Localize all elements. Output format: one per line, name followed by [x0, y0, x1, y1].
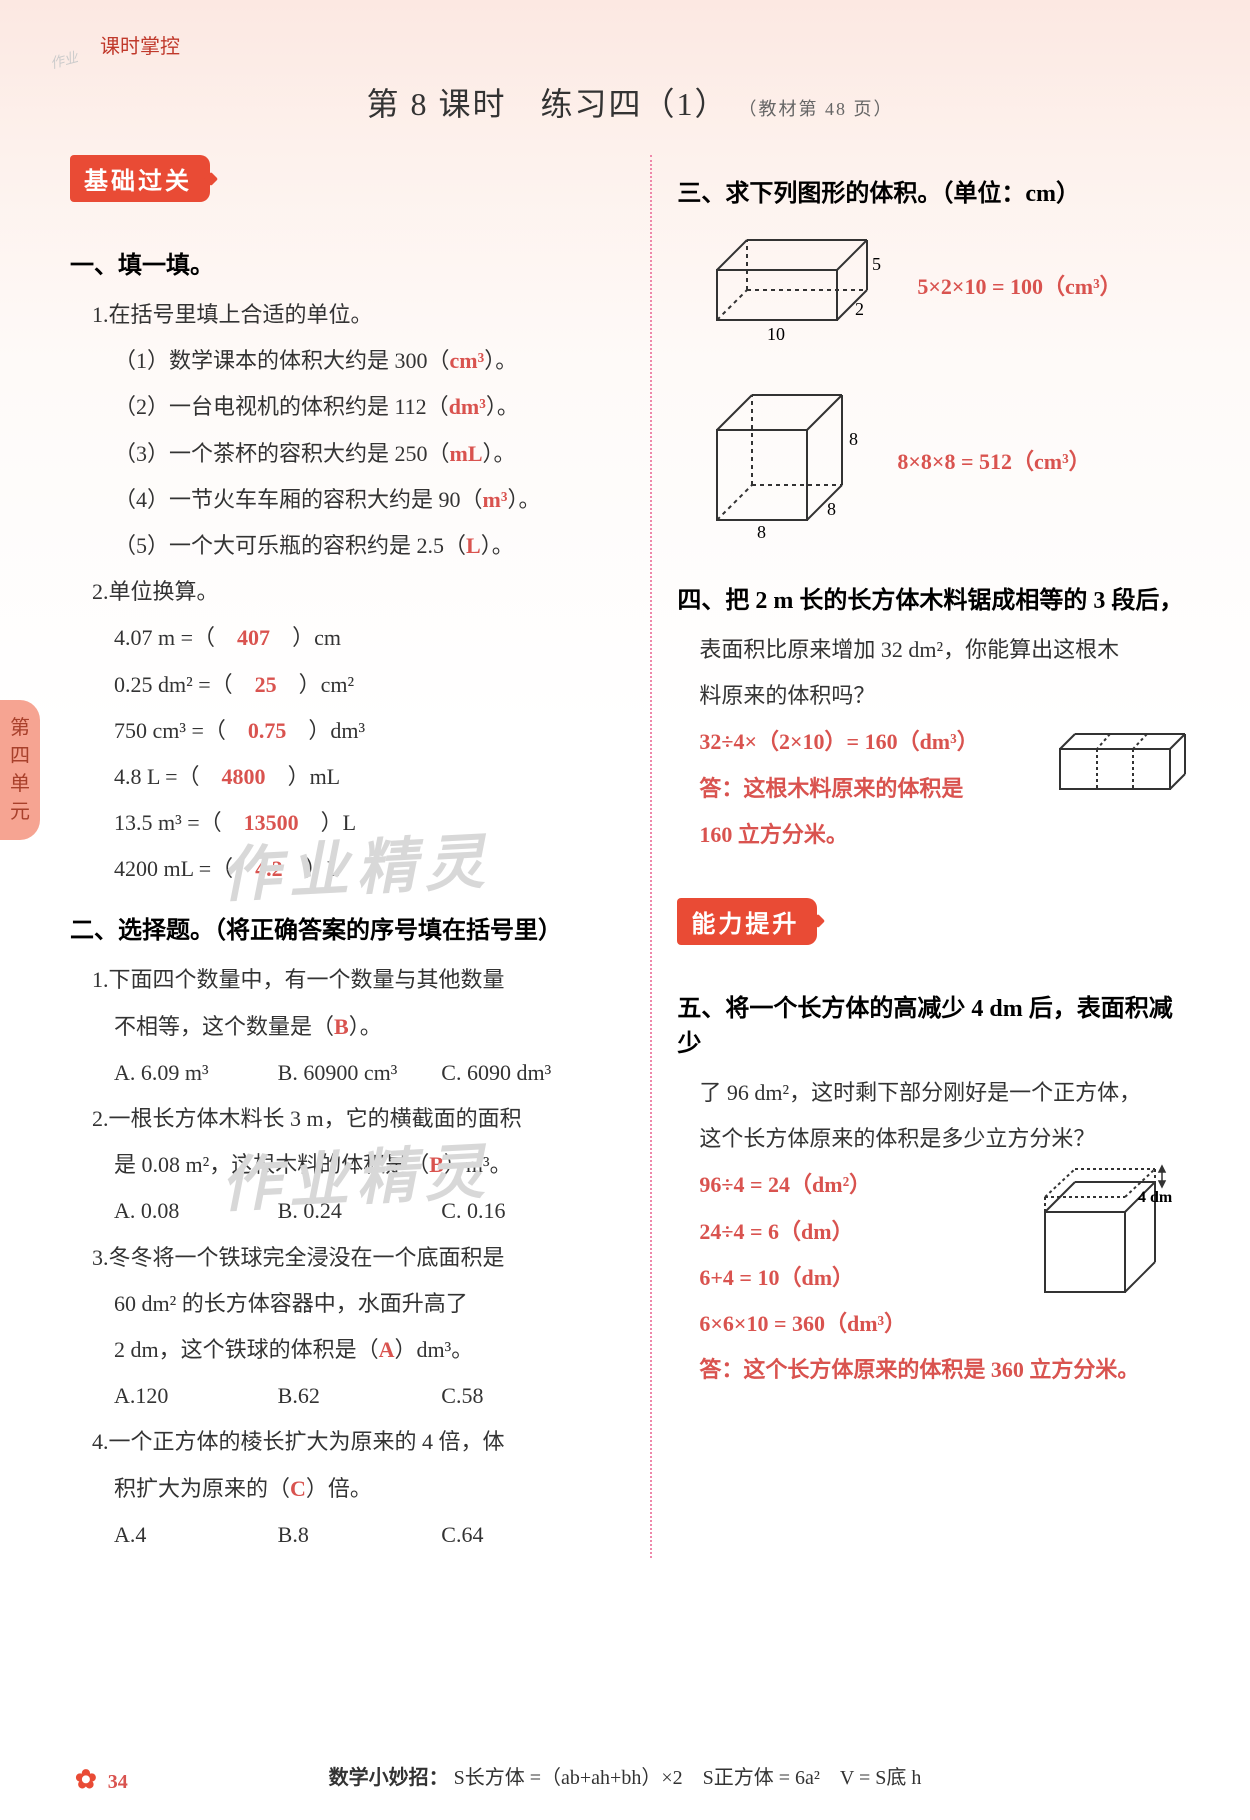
sec4-l2: 表面积比原来增加 32 dm²，你能算出这根木: [699, 627, 1190, 673]
sec4-ans1: 答：这根木料原来的体积是: [699, 766, 1050, 812]
footer-hint: 数学小妙招： S长方体 =（ab+ah+bh）×2 S正方体 = 6a² V =…: [0, 1761, 1250, 1790]
q1-item: （3）一个茶杯的容积大约是 250（mL）。: [114, 431, 625, 477]
sec4-workrow: 32÷4×（2×10）= 160（dm³） 答：这根木料原来的体积是 160 立…: [677, 719, 1190, 858]
log-fig: [1050, 719, 1190, 799]
sec4-ans2: 160 立方分米。: [699, 812, 1050, 858]
sec2-q1: 1.下面四个数量中，有一个数量与其他数量: [92, 957, 625, 1003]
title-main: 第 8 课时 练习四（1）: [366, 86, 728, 122]
q2-item: 4200 mL =（ 4.2 ）L: [114, 846, 625, 892]
q1-item: （5）一个大可乐瓶的容积约是 2.5（L）。: [114, 523, 625, 569]
fig1-row: 5 2 10 5×2×10 = 100（cm³）: [697, 220, 1190, 350]
fig2-row: 8 8 8 8×8×8 = 512（cm³）: [697, 380, 1190, 540]
q2-item: 4.07 m =（ 407 ）cm: [114, 615, 625, 661]
fig2-w: 8: [757, 522, 766, 540]
sec5-workrow: 96÷4 = 24（dm²） 24÷4 = 6（dm） 6+4 = 10（dm）…: [677, 1162, 1190, 1347]
q1-item: （1）数学课本的体积大约是 300（cm³）。: [114, 338, 625, 384]
sec2-q4b: 积扩大为原来的（C）倍。: [114, 1466, 625, 1512]
sec2-q3: 3.冬冬将一个铁球完全浸没在一个底面积是: [92, 1235, 625, 1281]
side-unit-tab: 第四单元: [0, 700, 40, 840]
ability-badge: 能力提升: [677, 898, 817, 945]
fig2-h: 8: [849, 429, 858, 449]
sec5-w3: 6×6×10 = 360（dm³）: [699, 1301, 1030, 1347]
content-columns: 基础过关 一、填一填。 1.在括号里填上合适的单位。 （1）数学课本的体积大约是…: [70, 155, 1190, 1558]
sec5-w2: 6+4 = 10（dm）: [699, 1255, 1030, 1301]
sec5-fig-label: 4 dm: [1138, 1189, 1173, 1206]
sec2-q3b: 60 dm² 的长方体容器中，水面升高了: [114, 1281, 625, 1327]
sec2-q2: 2.一根长方体木料长 3 m，它的横截面的面积: [92, 1096, 625, 1142]
sec2-q3-opts: A.120B.62C.58: [114, 1373, 625, 1419]
title-sub: （教材第 48 页）: [739, 99, 894, 119]
sec3-head: 三、求下列图形的体积。（单位：cm）: [677, 173, 1190, 208]
sec4-l3: 料原来的体积吗？: [699, 673, 1190, 719]
fig2-ans: 8×8×8 = 512（cm³）: [897, 444, 1090, 476]
sec1-q1-stem: 1.在括号里填上合适的单位。: [92, 292, 625, 338]
sec5-ans: 答：这个长方体原来的体积是 360 立方分米。: [699, 1347, 1190, 1393]
sec5-l2: 了 96 dm²，这时剩下部分刚好是一个正方体，: [699, 1070, 1190, 1116]
sec5-fig: 4 dm: [1030, 1162, 1190, 1312]
fig1-ans: 5×2×10 = 100（cm³）: [917, 269, 1121, 301]
sec2-head: 二、选择题。（将正确答案的序号填在括号里）: [70, 910, 625, 945]
sec2-q2b: 是 0.08 m²，这根木料的体积是（B）m³。: [114, 1142, 625, 1188]
q2-item: 750 cm³ =（ 0.75 ）dm³: [114, 708, 625, 754]
sec5-w1: 24÷4 = 6（dm）: [699, 1209, 1030, 1255]
q2-item: 4.8 L =（ 4800 ）mL: [114, 754, 625, 800]
q1-item: （2）一台电视机的体积约是 112（dm³）。: [114, 384, 625, 430]
sec2-q3c: 2 dm，这个铁球的体积是（A）dm³。: [114, 1327, 625, 1373]
fig2-d: 8: [827, 499, 836, 519]
q2-item: 13.5 m³ =（ 13500 ）L: [114, 800, 625, 846]
hint-formula: S长方体 =（ab+ah+bh）×2 S正方体 = 6a² V = S底 h: [454, 1767, 922, 1789]
sec5-l3: 这个长方体原来的体积是多少立方分米？: [699, 1116, 1190, 1162]
sec1-head: 一、填一填。: [70, 245, 625, 280]
sec1-q2-stem: 2.单位换算。: [92, 569, 625, 615]
hint-label: 数学小妙招：: [329, 1767, 449, 1789]
sec5-w0: 96÷4 = 24（dm²）: [699, 1162, 1030, 1208]
right-column: 三、求下列图形的体积。（单位：cm） 5 2 10 5×2×10 = 100（c…: [652, 155, 1190, 1558]
left-column: 基础过关 一、填一填。 1.在括号里填上合适的单位。 （1）数学课本的体积大约是…: [70, 155, 652, 1558]
sec2-q2-opts: A. 0.08B. 0.24C. 0.16: [114, 1188, 625, 1234]
cube-fig2: 8 8 8: [697, 380, 877, 540]
sec4-work: 32÷4×（2×10）= 160（dm³）: [699, 719, 1050, 765]
sec2-q4-opts: A.4B.8C.64: [114, 1512, 625, 1558]
sec4-head: 四、把 2 m 长的长方体木料锯成相等的 3 段后，: [677, 580, 1190, 615]
sec2-q1b: 不相等，这个数量是（B）。: [114, 1004, 625, 1050]
fig1-d: 2: [855, 299, 864, 319]
sec2-q4: 4.一个正方体的棱长扩大为原来的 4 倍，体: [92, 1419, 625, 1465]
basic-badge: 基础过关: [70, 155, 210, 202]
cuboid-fig1: 5 2 10: [697, 220, 897, 350]
sec5-head: 五、将一个长方体的高减少 4 dm 后，表面积减少: [677, 988, 1190, 1058]
fig1-w: 10: [767, 324, 785, 344]
q2-item: 0.25 dm² =（ 25 ）cm²: [114, 662, 625, 708]
header-label: 课时掌控: [100, 30, 1220, 59]
sec2-q1-opts: A. 6.09 m³B. 60900 cm³C. 6090 dm³: [114, 1050, 625, 1096]
q1-item: （4）一节火车车厢的容积大约是 90（m³）。: [114, 477, 625, 523]
page-title: 第 8 课时 练习四（1） （教材第 48 页）: [70, 79, 1190, 125]
stamp-watermark: 作业: [48, 47, 80, 74]
fig1-h: 5: [872, 254, 881, 274]
